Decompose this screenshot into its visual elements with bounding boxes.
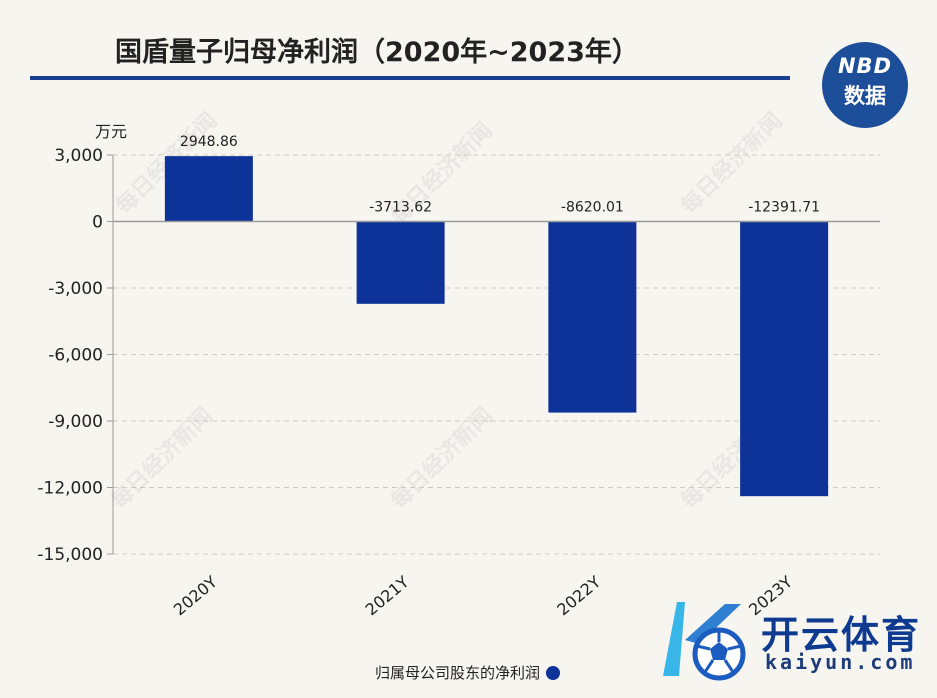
legend-swatch — [546, 665, 561, 680]
bar — [740, 221, 829, 497]
y-tick-label: 3,000 — [54, 146, 103, 166]
x-tick-label: 2022Y — [553, 572, 604, 619]
logo-text-data: 数据 — [844, 84, 886, 108]
y-tick-label: -6,000 — [48, 346, 103, 366]
brand-name-cn: 开云体育 — [761, 613, 922, 657]
logo-text-nbd: NBD — [837, 54, 892, 78]
brand-name-en: kaiyun.com — [765, 650, 916, 674]
y-tick-label: -12,000 — [37, 479, 103, 499]
brand-watermark: 开云体育 kaiyun.com — [655, 596, 935, 686]
y-tick-label: 0 — [92, 213, 103, 233]
legend: 归属母公司股东的净利润 — [375, 662, 561, 683]
bar — [548, 221, 637, 413]
y-axis-unit-label: 万元 — [95, 122, 128, 141]
nbd-data-logo: NBD 数据 — [822, 42, 908, 128]
title-underline — [30, 76, 790, 80]
watermark-text: 每日经济新闻 — [106, 403, 218, 515]
bar — [356, 221, 445, 304]
watermark-text: 每日经济新闻 — [386, 403, 498, 515]
legend-label: 归属母公司股东的净利润 — [375, 664, 541, 682]
bar-data-label: -3713.62 — [369, 200, 432, 216]
chart-title: 国盾量子归母净利润（2020年~2023年） — [115, 37, 639, 68]
x-tick-label: 2020Y — [170, 572, 221, 619]
y-tick-label: -3,000 — [48, 279, 103, 299]
x-tick-label: 2021Y — [362, 572, 413, 619]
y-tick-label: -9,000 — [48, 412, 103, 432]
y-tick-label: -15,000 — [37, 545, 103, 565]
bar-data-label: 2948.86 — [180, 134, 238, 150]
soccer-ball-k-icon — [663, 602, 746, 681]
bar — [164, 156, 253, 222]
bar-data-label: -8620.01 — [561, 200, 624, 216]
bar-data-label: -12391.71 — [748, 200, 820, 216]
